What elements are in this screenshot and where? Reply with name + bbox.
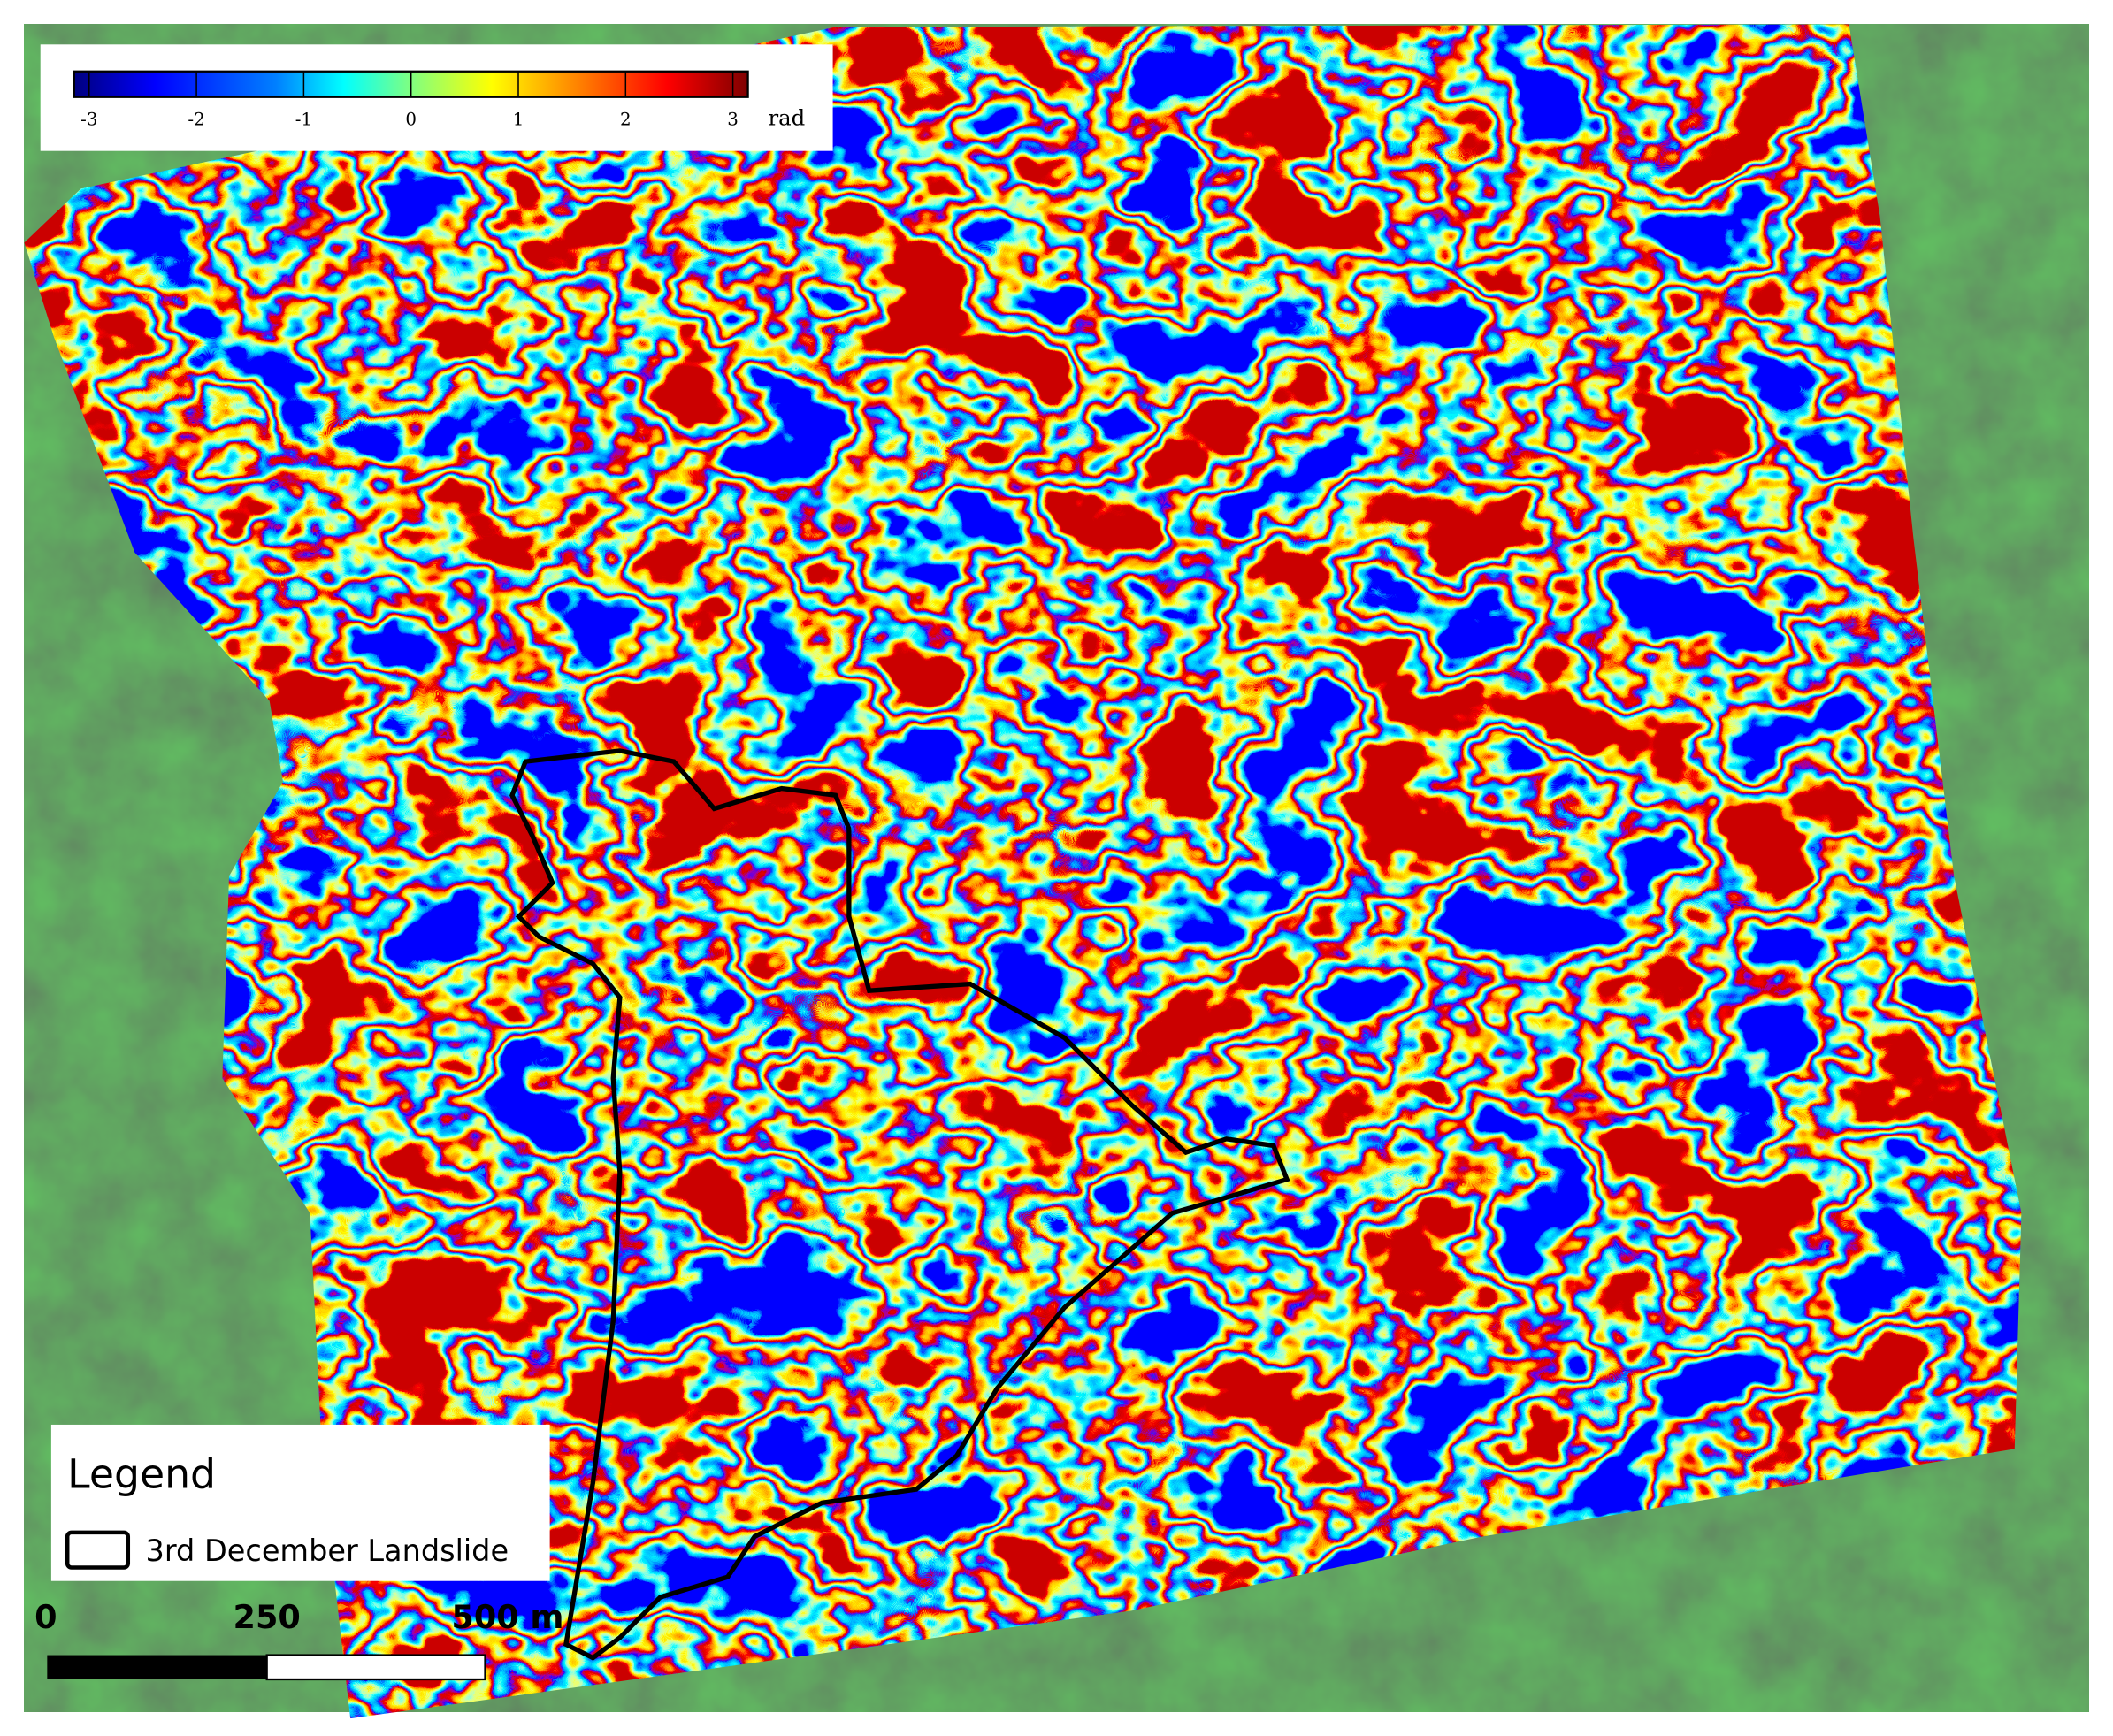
colorbar-tick-label: 3 — [727, 110, 739, 130]
colorbar: rad -3 -2 -1 0 1 2 3 — [40, 44, 833, 151]
colorbar-tick-label: -2 — [188, 110, 204, 130]
scale-segment — [265, 1654, 486, 1681]
scale-label: 250 — [234, 1598, 301, 1636]
legend-item: 3rd December Landslide — [146, 1533, 509, 1568]
landslide-outline — [509, 748, 1290, 1661]
colorbar-unit: rad — [768, 105, 805, 131]
scale-label: 500 m — [451, 1598, 563, 1636]
colorbar-tick-label: -1 — [295, 110, 312, 130]
colorbar-tick-label: 1 — [513, 110, 524, 130]
legend-title: Legend — [67, 1451, 216, 1498]
legend-swatch — [65, 1530, 131, 1570]
colorbar-tick-label: -3 — [80, 110, 97, 130]
colorbar-tick-label: 0 — [405, 110, 417, 130]
scale-segment — [47, 1655, 267, 1679]
legend-box — [50, 1424, 550, 1581]
colorbar-tick-label: 2 — [620, 110, 632, 130]
scale-label: 0 — [34, 1598, 57, 1636]
legend: Legend 3rd December Landslide — [50, 1424, 550, 1581]
scale-bar: 0 250 500 m — [34, 1598, 564, 1681]
